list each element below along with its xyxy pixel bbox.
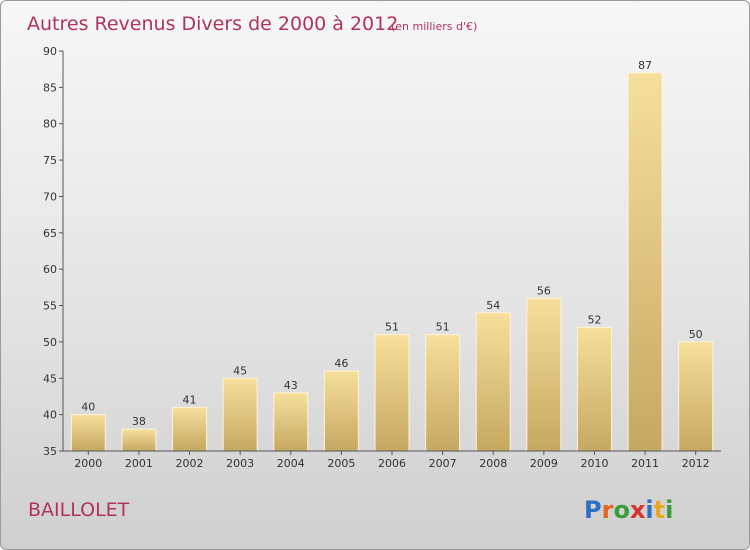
x-tick-label: 2004 [277, 457, 305, 470]
y-tick-label: 85 [43, 81, 57, 94]
logo-text: Proxiti [584, 496, 673, 524]
bar-value-label: 51 [436, 321, 450, 334]
chart-title: Autres Revenus Divers de 2000 à 2012 [27, 13, 398, 35]
bar-2000 [70, 414, 106, 452]
x-tick-label: 2003 [226, 457, 254, 470]
x-tick-label: 2006 [378, 457, 406, 470]
bar-2008 [475, 312, 511, 452]
bar-value-label: 45 [233, 364, 247, 377]
y-tick-label: 80 [43, 118, 57, 131]
bar-value-label: 40 [81, 401, 95, 414]
x-tick-label: 2010 [580, 457, 608, 470]
bar-2002 [172, 406, 208, 452]
chart-subtitle: (en milliers d'€) [391, 20, 477, 33]
x-tick-label: 2000 [74, 457, 102, 470]
y-tick-label: 50 [43, 336, 57, 349]
y-tick-label: 75 [43, 154, 57, 167]
bar-2011 [627, 72, 663, 452]
x-tick-label: 2005 [327, 457, 355, 470]
commune-name: BAILLOLET [28, 499, 130, 521]
bar-2007 [425, 334, 461, 452]
x-axis: 2000 2001 2002 2003 2004 2005 2006 2007 2008 2009… [63, 450, 721, 470]
y-tick-label: 40 [43, 409, 57, 422]
bar-value-label: 41 [183, 393, 197, 406]
bar-value-label: 38 [132, 415, 146, 428]
bar-value-label: 56 [537, 284, 551, 297]
bar-value-label: 43 [284, 379, 298, 392]
y-tick-label: 90 [43, 45, 57, 58]
x-tick-label: 2008 [479, 457, 507, 470]
x-tick-label: 2002 [176, 457, 204, 470]
bar-value-label: 52 [587, 313, 601, 326]
x-tick-label: 2009 [530, 457, 558, 470]
x-tick-label: 2007 [429, 457, 457, 470]
bar-2001 [121, 428, 157, 452]
bar-2012 [678, 341, 714, 452]
x-tick-label: 2011 [631, 457, 659, 470]
bar-2006 [374, 334, 410, 452]
bar-value-label: 46 [334, 357, 348, 370]
bar-2005 [323, 370, 359, 452]
y-tick-label: 45 [43, 372, 57, 385]
y-tick-label: 65 [43, 227, 57, 240]
bar-2004 [273, 392, 309, 452]
x-tick-label: 2012 [682, 457, 710, 470]
y-tick-label: 35 [43, 445, 57, 458]
bar-value-label: 51 [385, 321, 399, 334]
bar-value-label: 50 [689, 328, 703, 341]
bar-value-label: 87 [638, 59, 652, 72]
bar-value-label: 54 [486, 299, 500, 312]
y-tick-label: 55 [43, 300, 57, 313]
bar-2003 [222, 377, 258, 452]
bars: 40 38 41 45 43 46 51 51 54 56 52 87 50 [70, 59, 714, 452]
bar-2010 [576, 326, 612, 452]
y-tick-label: 60 [43, 263, 57, 276]
proxiti-logo: Proxiti [584, 496, 673, 524]
y-axis: 35 40 45 50 55 60 65 70 75 80 85 90 [43, 45, 64, 458]
y-tick-label: 70 [43, 190, 57, 203]
bar-2009 [526, 297, 562, 452]
x-tick-label: 2001 [125, 457, 153, 470]
